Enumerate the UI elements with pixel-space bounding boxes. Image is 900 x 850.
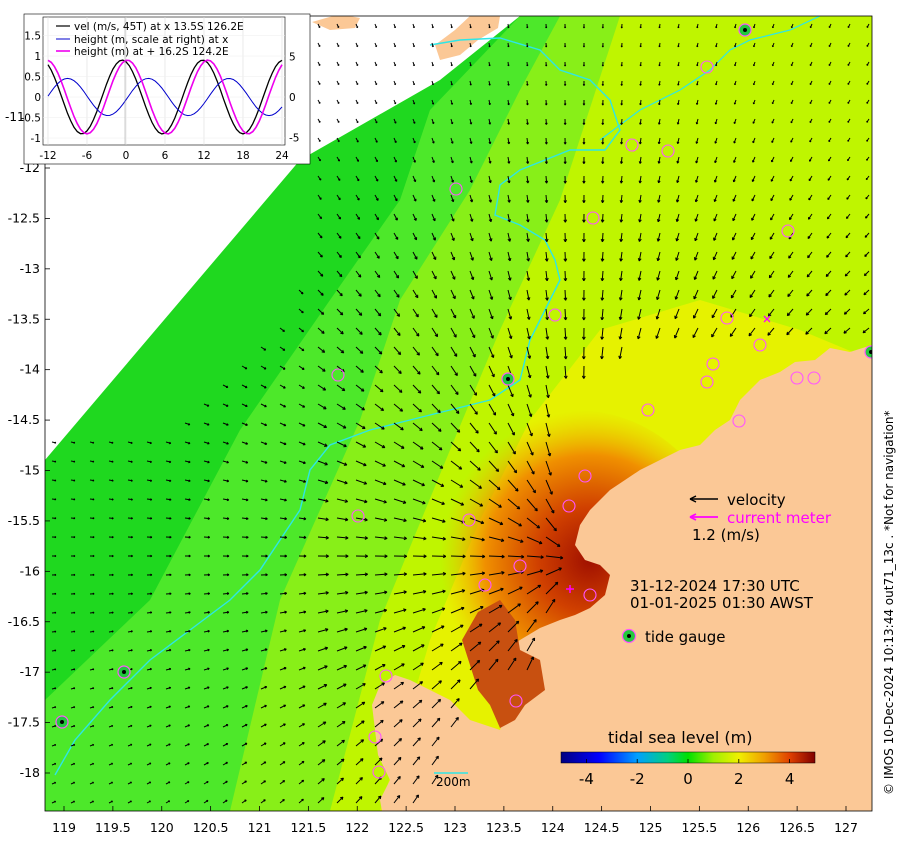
inset-y-left-tick-label: 0 [34,92,41,104]
inset-x-tick-label: 0 [123,150,130,162]
x-tick-label: 119.5 [95,820,131,835]
y-tick-label: -12.5 [8,210,40,225]
x-tick-label: 122.5 [388,820,424,835]
x-tick-label: 120.5 [193,820,229,835]
y-tick-label: -13.5 [8,311,40,326]
legend-velocity: velocity [727,491,786,509]
x-tick-label: 125 [639,820,663,835]
y-tick-label: -15 [20,463,40,478]
y-tick-label: -16 [20,563,40,578]
contour-legend-label: 200m [436,775,471,789]
legend-utc-time: 31-12-2024 17:30 UTC [630,577,800,595]
x-tick-label: 121.5 [290,820,326,835]
inset-x-tick-label: 18 [236,150,249,162]
inset-legend-height-plus: height (m) at + 16.2S 124.2E [74,46,229,58]
x-tick-label: 123.5 [486,820,522,835]
legend-scale-value: 1.2 (m/s) [692,526,760,544]
x-tick-label: 127 [834,820,858,835]
y-tick-label: -14 [20,362,40,377]
colorbar-tick-label: 0 [683,770,693,788]
x-tick-label: 120 [150,820,174,835]
inset-x-tick-label: -6 [82,150,93,162]
legend-current-meter: current meter [727,509,832,527]
y-axis: -12-12.5-13-13.5-14-14.5-15-15.5-16-16.5… [8,160,50,780]
inset-y-left-tick-label: 1.5 [24,31,41,43]
inset-x-tick-label: 24 [275,150,289,162]
x-tick-label: 119 [52,820,76,835]
x-tick-label: 122 [345,820,369,835]
y-tick-label: -13 [20,261,40,276]
legend-local-time: 01-01-2025 01:30 AWST [630,594,814,612]
y-tick-label: -15.5 [8,513,40,528]
y-tick-label: -18 [20,765,40,780]
inset-y-left-tick-label: 1 [34,51,41,63]
colorbar-tick-label: 4 [785,770,795,788]
inset-y-left-tick-label: 0.5 [24,72,41,84]
y-tick-label: -17 [20,664,40,679]
colorbar-tick-label: -2 [630,770,645,788]
inset-y-right-tick-label: -5 [289,133,299,145]
x-tick-label: 125.5 [681,820,717,835]
y-tick-label: -14.5 [8,412,40,427]
y-tick-label: -16.5 [8,614,40,629]
x-tick-label: 121 [248,820,272,835]
inset-legend-height-x: height (m, scale at right) at x [74,34,228,46]
copyright-note: © IMOS 10-Dec-2024 10:13:44 out71_13c . … [882,410,896,795]
inset-legend: vel (m/s, 45T) at x 13.5S 126.2E height … [56,21,244,58]
x-tick-label: 123 [443,820,467,835]
inset-y-left-tick-label: -1 [31,133,41,145]
colorbar-title: tidal sea level (m) [608,728,752,747]
legend-tide-gauge: tide gauge [645,628,726,646]
x-tick-label: 124.5 [584,820,620,835]
x-tick-label: 124 [541,820,565,835]
x-tick-label: 126.5 [779,820,815,835]
inset-panel: vel (m/s, 45T) at x 13.5S 126.2E height … [21,14,311,164]
y-tick-label: -17.5 [8,715,40,730]
inset-y-right-tick-label: 0 [289,92,296,104]
inset-x-tick-label: 6 [162,150,169,162]
inset-x-tick-label: 12 [197,150,210,162]
inset-y-right-tick-label: 5 [289,52,296,64]
colorbar-tick-label: 2 [734,770,744,788]
inset-legend-velocity: vel (m/s, 45T) at x 13.5S 126.2E [74,21,244,33]
y-tick-partial: -11 [5,110,25,124]
x-tick-label: 126 [736,820,760,835]
inset-x-tick-label: -12 [39,150,56,162]
colorbar-tick-label: -4 [579,770,594,788]
